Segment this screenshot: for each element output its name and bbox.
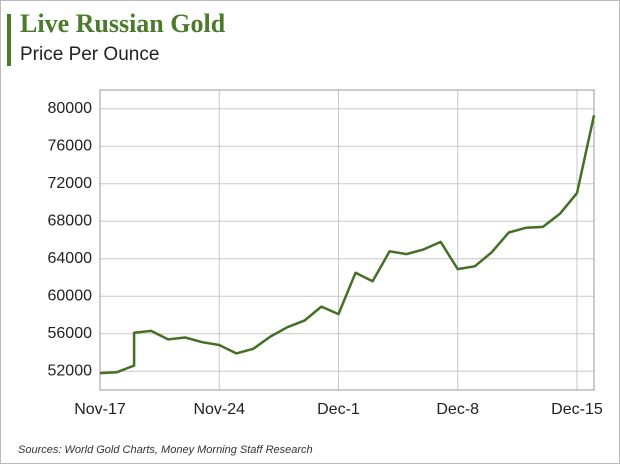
x-tick-label: Nov-17 <box>74 401 126 418</box>
source: Sources: World Gold Charts, Money Mornin… <box>18 444 313 456</box>
x-tick-label: Dec-1 <box>317 401 360 418</box>
x-tick-label: Dec-8 <box>436 401 479 418</box>
x-tick-label: Dec-15 <box>551 401 603 418</box>
y-tick-label: 64000 <box>48 250 93 267</box>
y-tick-label: 72000 <box>48 175 93 192</box>
y-tick-label: 80000 <box>48 100 93 117</box>
y-tick-label: 76000 <box>48 137 93 154</box>
accent-bar <box>7 14 11 66</box>
y-tick-label: 68000 <box>48 212 93 229</box>
price-line <box>99 115 596 375</box>
chart-subtitle: Price Per Ounce <box>20 44 159 65</box>
y-tick-label: 56000 <box>48 325 93 342</box>
y-tick-label: 60000 <box>48 287 93 304</box>
chart-title: Live Russian Gold <box>20 9 226 38</box>
y-tick-label: 52000 <box>48 362 93 379</box>
plot-border <box>99 89 595 391</box>
x-tick-label: Nov-24 <box>193 401 245 418</box>
